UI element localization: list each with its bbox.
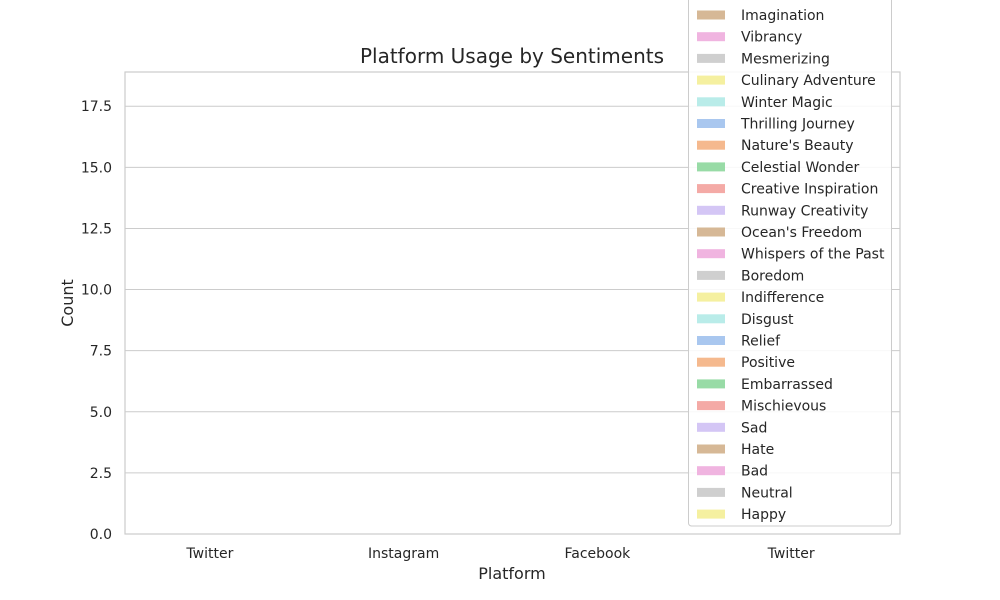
legend-swatch xyxy=(697,227,725,237)
legend-swatch xyxy=(697,509,725,519)
y-tick-label: 17.5 xyxy=(81,99,112,115)
legend-label: Mesmerizing xyxy=(741,51,830,67)
legend-label: Sad xyxy=(741,420,767,436)
legend-label: Indifference xyxy=(741,290,824,306)
legend-swatch xyxy=(697,422,725,432)
legend-swatch xyxy=(697,32,725,42)
y-tick-label: 2.5 xyxy=(90,466,112,482)
legend-swatch xyxy=(697,292,725,302)
legend-swatch xyxy=(697,314,725,324)
legend-swatch xyxy=(697,97,725,107)
legend-swatch xyxy=(697,249,725,259)
y-tick-labels: 0.0 2.5 5.0 7.5 10.0 12.5 15.0 17.5 xyxy=(81,99,112,543)
y-axis-title: Count xyxy=(58,279,77,327)
chart-title: Platform Usage by Sentiments xyxy=(360,44,664,68)
legend-label: Whispers of the Past xyxy=(741,247,885,263)
y-tick-label: 5.0 xyxy=(90,405,112,421)
legend-label: Happy xyxy=(741,507,786,523)
legend-label: Imagination xyxy=(741,8,824,24)
y-tick-label: 12.5 xyxy=(81,221,112,237)
legend-label: Winter Magic xyxy=(741,95,833,111)
legend-swatch xyxy=(697,357,725,367)
x-tick-label: Twitter xyxy=(767,546,815,562)
legend-label: Ocean's Freedom xyxy=(741,225,862,241)
legend-label: Creative Inspiration xyxy=(741,182,878,198)
legend-swatch xyxy=(697,379,725,389)
y-tick-label: 0.0 xyxy=(90,527,112,543)
legend-label: Embarrassed xyxy=(741,377,833,393)
legend-label: Relief xyxy=(741,334,781,350)
legend-swatch xyxy=(697,140,725,150)
x-tick-label: Facebook xyxy=(564,546,631,562)
legend-label: Positive xyxy=(741,355,795,371)
legend-swatch xyxy=(697,270,725,280)
x-tick-label: Twitter xyxy=(185,546,233,562)
legend-label: Runway Creativity xyxy=(741,203,868,219)
legend-label: Disgust xyxy=(741,312,794,328)
legend-swatch xyxy=(697,53,725,63)
legend-swatch xyxy=(697,444,725,454)
legend-swatch xyxy=(697,487,725,497)
x-axis-title: Platform xyxy=(478,564,545,583)
y-tick-label: 15.0 xyxy=(81,160,112,176)
x-tick-label: Instagram xyxy=(368,546,439,562)
legend-box xyxy=(688,0,892,527)
legend-swatch xyxy=(697,401,725,411)
plot-area xyxy=(124,71,901,535)
legend-label: Hate xyxy=(741,442,774,458)
legend-swatch xyxy=(697,336,725,345)
y-tick-label: 10.0 xyxy=(81,283,112,299)
legend-swatch xyxy=(697,75,725,85)
legend-label: Boredom xyxy=(741,268,804,284)
legend-swatch xyxy=(697,162,725,172)
x-tick-labels: Twitter Instagram Facebook Twitter xyxy=(185,546,814,562)
legend-label: Vibrancy xyxy=(741,30,802,46)
legend-entries: Imagination Vibrancy Mesmerizing Culinary A… xyxy=(697,8,885,523)
legend-label: Thrilling Journey xyxy=(740,117,855,133)
legend-label: Bad xyxy=(741,464,768,480)
legend-swatch xyxy=(697,10,725,20)
legend-label: Mischievous xyxy=(741,399,826,415)
y-tick-label: 7.5 xyxy=(90,344,112,360)
legend-swatch xyxy=(697,184,725,194)
legend-swatch xyxy=(697,119,725,128)
legend: Imagination Vibrancy Mesmerizing Culinary A… xyxy=(688,0,892,527)
legend-swatch xyxy=(697,466,725,476)
legend-swatch xyxy=(697,205,725,215)
legend-label: Nature's Beauty xyxy=(741,138,854,154)
legend-label: Celestial Wonder xyxy=(741,160,859,176)
legend-label: Culinary Adventure xyxy=(741,73,876,89)
legend-label: Neutral xyxy=(741,485,793,501)
